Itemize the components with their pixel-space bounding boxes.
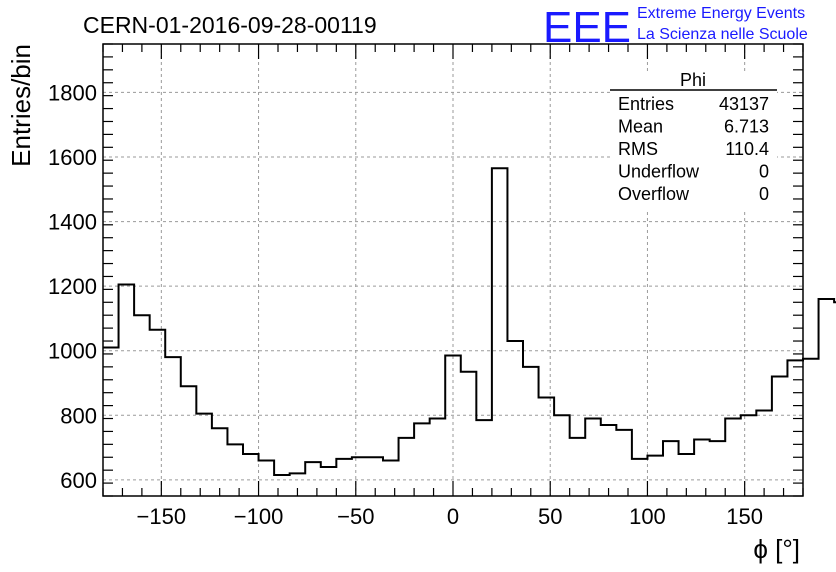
- histogram-bin: [119, 285, 135, 496]
- eee-logo: EEE Extreme Energy Events La Scienza nel…: [543, 3, 808, 52]
- x-tick-label: 0: [447, 504, 459, 529]
- axis-ticks: [102, 43, 804, 497]
- histogram-bin: [741, 415, 757, 496]
- stats-box: Phi Entries 43137 Mean 6.713 RMS 110.4 Underfl…: [610, 70, 777, 212]
- x-tick-label: −150: [137, 504, 187, 529]
- histogram-bin: [787, 360, 803, 496]
- histogram-bin: [445, 356, 461, 496]
- histogram-bin: [523, 367, 539, 496]
- y-tick-label: 1200: [48, 274, 97, 299]
- histogram-bin: [710, 441, 726, 496]
- y-axis-label: Entries/bin: [6, 44, 36, 167]
- histogram-bin: [305, 462, 321, 496]
- chart-title: CERN-01-2016-09-28-00119: [83, 12, 377, 38]
- histogram-bin: [336, 459, 352, 496]
- histogram-bin: [601, 425, 617, 496]
- histogram-bin: [476, 420, 492, 496]
- stats-row-label: Entries: [618, 94, 674, 114]
- stats-rows: Entries 43137 Mean 6.713 RMS 110.4 Underflow 0 O…: [618, 94, 769, 204]
- x-tick-label: −50: [337, 504, 374, 529]
- histogram-bin: [539, 398, 555, 496]
- x-tick-label: 150: [726, 504, 763, 529]
- histogram-bin: [507, 341, 523, 496]
- histogram-bin: [150, 330, 166, 496]
- histogram-bin: [554, 415, 570, 496]
- stats-row-label: Underflow: [618, 162, 700, 182]
- histogram-bin: [461, 372, 477, 496]
- x-tick-label: 50: [538, 504, 562, 529]
- histogram-bin: [134, 315, 150, 496]
- histogram-bin: [181, 386, 197, 496]
- stats-box-background: [610, 72, 777, 212]
- histogram-bin: [819, 299, 835, 496]
- logo-line2: La Scienza nelle Scuole: [637, 26, 808, 43]
- histogram-outline: [103, 167, 836, 477]
- stats-row-value: 0: [759, 184, 769, 204]
- y-tick-label: 800: [60, 403, 97, 428]
- histogram-bin: [694, 440, 710, 497]
- histogram-bin: [383, 460, 399, 496]
- histogram-bin: [756, 410, 772, 496]
- stats-row-label: RMS: [618, 139, 658, 159]
- histogram-bin: [352, 457, 368, 496]
- logo-line1: Extreme Energy Events: [637, 5, 805, 22]
- x-tick-label: 100: [629, 504, 666, 529]
- histogram-bin: [647, 456, 663, 496]
- histogram-bin: [399, 438, 415, 496]
- histogram-bin: [243, 454, 259, 496]
- histogram-bin: [321, 467, 337, 496]
- x-axis-label: ϕ [°]: [753, 534, 800, 564]
- y-tick-label: 600: [60, 468, 97, 493]
- histogram-bin: [803, 359, 819, 496]
- stats-row-value: 110.4: [725, 139, 769, 159]
- stats-row-label: Mean: [618, 117, 663, 137]
- y-tick-label: 1800: [48, 80, 97, 105]
- tick-labels: −150 −100 −50 0 50 100 150 600 800 1000 1200 1400 16…: [48, 80, 763, 529]
- histogram-bin: [414, 423, 430, 496]
- histogram-bin: [430, 419, 446, 496]
- y-tick-label: 1000: [48, 339, 97, 364]
- histogram-bin: [616, 430, 632, 496]
- histogram-series: [103, 167, 836, 497]
- histogram-bin: [570, 438, 586, 496]
- histogram-bin: [663, 441, 679, 496]
- histogram-bin: [212, 428, 228, 496]
- histogram-bin: [725, 419, 741, 496]
- y-tick-label: 1600: [48, 145, 97, 170]
- histogram-bin: [259, 460, 275, 496]
- stats-row-label: Overflow: [618, 184, 690, 204]
- histogram-bin: [165, 357, 181, 496]
- histogram-bin: [492, 168, 508, 496]
- stats-row-value: 0: [759, 162, 769, 182]
- y-tick-label: 1400: [48, 210, 97, 235]
- histogram-bin: [103, 347, 119, 496]
- stats-row-value: 43137: [719, 94, 769, 114]
- x-tick-label: −100: [234, 504, 284, 529]
- histogram-bin: [227, 444, 243, 496]
- histogram-bin: [632, 459, 648, 496]
- histogram-bin: [585, 419, 601, 496]
- histogram-bin: [196, 414, 212, 496]
- histogram-bin: [772, 377, 788, 496]
- stats-box-name: Phi: [680, 70, 706, 90]
- stats-row-value: 6.713: [724, 117, 769, 137]
- histogram-bin: [274, 475, 290, 496]
